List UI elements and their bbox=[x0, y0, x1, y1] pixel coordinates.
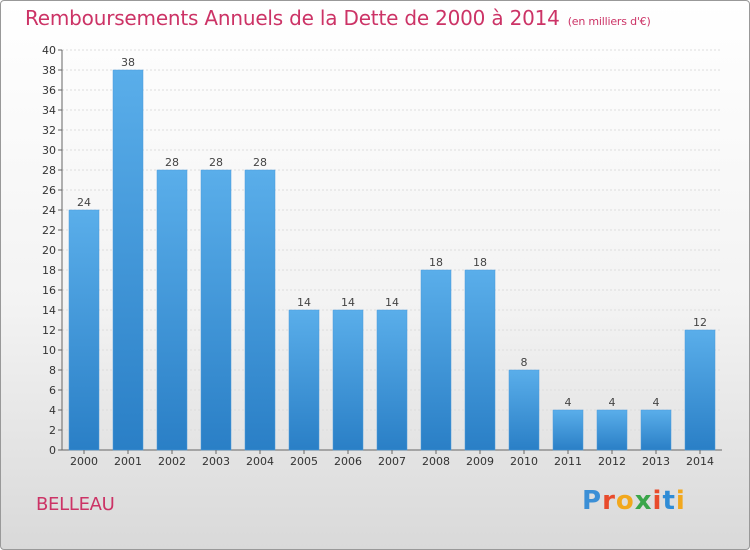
chart-subtitle: (en milliers d'€) bbox=[567, 15, 651, 28]
chart-title-block: Remboursements Annuels de la Dette de 20… bbox=[25, 6, 651, 30]
bar bbox=[508, 369, 540, 451]
y-tick-label: 40 bbox=[42, 44, 56, 57]
bar-value-label: 24 bbox=[77, 196, 91, 209]
bar bbox=[420, 269, 452, 451]
y-tick-label: 28 bbox=[42, 164, 56, 177]
x-tick-label: 2007 bbox=[378, 455, 406, 468]
bar-value-label: 18 bbox=[429, 256, 443, 269]
bar-value-label: 4 bbox=[565, 396, 572, 409]
x-axis: 2000 2001 2002 2003 2004 2005 2006 2007 2008 2009… bbox=[70, 450, 714, 468]
y-tick-label: 18 bbox=[42, 264, 56, 277]
bar bbox=[156, 169, 188, 451]
x-tick-label: 2009 bbox=[466, 455, 494, 468]
y-tick-label: 34 bbox=[42, 104, 56, 117]
y-tick-label: 22 bbox=[42, 224, 56, 237]
y-tick-label: 30 bbox=[42, 144, 56, 157]
y-tick-label: 8 bbox=[49, 364, 56, 377]
x-tick-label: 2005 bbox=[290, 455, 318, 468]
x-tick-label: 2004 bbox=[246, 455, 274, 468]
logo-letter: i bbox=[675, 486, 686, 516]
x-tick-label: 2003 bbox=[202, 455, 230, 468]
y-tick-label: 14 bbox=[42, 304, 56, 317]
bar-value-label: 28 bbox=[253, 156, 267, 169]
x-tick-label: 2011 bbox=[554, 455, 582, 468]
x-tick-label: 2013 bbox=[642, 455, 670, 468]
bar-value-label: 14 bbox=[385, 296, 399, 309]
x-tick-label: 2012 bbox=[598, 455, 626, 468]
bar bbox=[640, 409, 672, 451]
x-tick-label: 2006 bbox=[334, 455, 362, 468]
bar-value-label: 14 bbox=[341, 296, 355, 309]
y-tick-label: 36 bbox=[42, 84, 56, 97]
bar bbox=[464, 269, 496, 451]
y-tick-label: 12 bbox=[42, 324, 56, 337]
logo-letter: i bbox=[652, 486, 663, 516]
bar bbox=[112, 69, 144, 451]
y-tick-label: 0 bbox=[49, 444, 56, 457]
bar bbox=[596, 409, 628, 451]
bar-value-label: 14 bbox=[297, 296, 311, 309]
y-tick-label: 4 bbox=[49, 404, 56, 417]
y-tick-label: 20 bbox=[42, 244, 56, 257]
y-tick-label: 32 bbox=[42, 124, 56, 137]
logo-letter: x bbox=[634, 486, 653, 516]
chart-title: Remboursements Annuels de la Dette de 20… bbox=[25, 6, 560, 30]
proxiti-logo: Proxiti bbox=[582, 486, 686, 516]
y-tick-label: 38 bbox=[42, 64, 56, 77]
logo-letter: t bbox=[662, 486, 676, 516]
bar-value-label: 12 bbox=[693, 316, 707, 329]
commune-name: BELLEAU bbox=[36, 494, 115, 515]
x-tick-label: 2010 bbox=[510, 455, 538, 468]
x-tick-label: 2001 bbox=[114, 455, 142, 468]
bar bbox=[68, 209, 100, 451]
bar-value-label: 28 bbox=[209, 156, 223, 169]
bar-value-label: 28 bbox=[165, 156, 179, 169]
logo-letter: r bbox=[602, 486, 616, 516]
logo-letter: o bbox=[615, 486, 635, 516]
bar bbox=[288, 309, 320, 451]
bar bbox=[376, 309, 408, 451]
x-tick-label: 2014 bbox=[686, 455, 714, 468]
bar bbox=[200, 169, 232, 451]
bar-value-label: 4 bbox=[653, 396, 660, 409]
bar-value-label: 4 bbox=[609, 396, 616, 409]
bars: 24 38 28 28 28 14 14 14 18 18 8 4 4 4 12 bbox=[68, 56, 716, 451]
bar bbox=[684, 329, 716, 451]
y-tick-label: 24 bbox=[42, 204, 56, 217]
x-tick-label: 2002 bbox=[158, 455, 186, 468]
bar bbox=[332, 309, 364, 451]
bar-value-label: 38 bbox=[121, 56, 135, 69]
bar bbox=[552, 409, 584, 451]
y-tick-label: 16 bbox=[42, 284, 56, 297]
y-tick-label: 26 bbox=[42, 184, 56, 197]
x-tick-label: 2008 bbox=[422, 455, 450, 468]
y-tick-label: 2 bbox=[49, 424, 56, 437]
bar-value-label: 18 bbox=[473, 256, 487, 269]
y-tick-label: 10 bbox=[42, 344, 56, 357]
bar bbox=[244, 169, 276, 451]
bar-value-label: 8 bbox=[521, 356, 528, 369]
logo-letter: P bbox=[582, 486, 603, 516]
y-tick-label: 6 bbox=[49, 384, 56, 397]
x-tick-label: 2000 bbox=[70, 455, 98, 468]
